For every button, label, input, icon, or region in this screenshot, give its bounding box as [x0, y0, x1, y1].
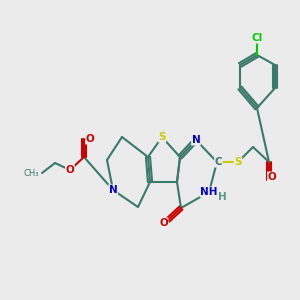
- Text: C: C: [215, 157, 222, 167]
- Text: O: O: [66, 165, 74, 175]
- Text: N: N: [192, 135, 200, 145]
- Text: S: S: [158, 132, 166, 142]
- Text: Cl: Cl: [251, 33, 262, 43]
- Text: N: N: [109, 185, 117, 195]
- Text: O: O: [159, 218, 168, 228]
- Text: NH: NH: [200, 187, 218, 197]
- Text: O: O: [268, 172, 276, 182]
- Text: CH₃: CH₃: [23, 169, 39, 178]
- Text: S: S: [234, 157, 242, 167]
- Text: H: H: [218, 191, 227, 202]
- Text: O: O: [85, 134, 94, 144]
